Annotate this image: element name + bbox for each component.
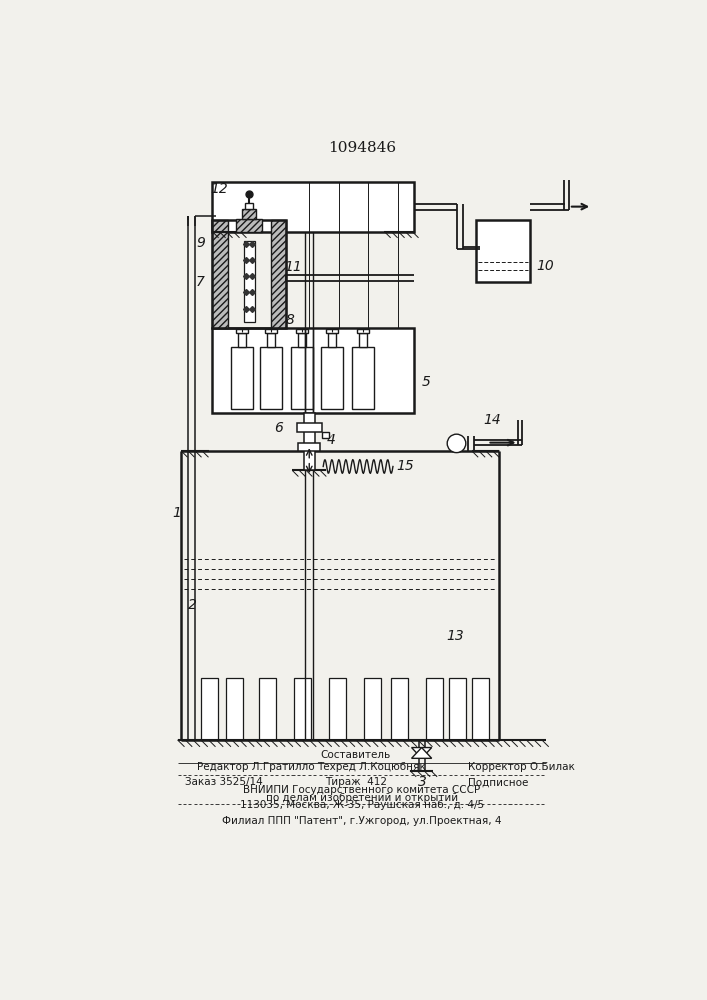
Text: 7: 7 [195,275,204,289]
Bar [321,347,343,409]
Text: 5: 5 [421,375,431,389]
Bar [352,347,373,409]
Text: 13: 13 [446,629,464,643]
Bar [357,329,368,333]
Bar [291,347,313,409]
Bar [236,219,262,232]
Text: Составитель: Составитель [321,750,391,760]
Text: 10: 10 [537,259,554,273]
Bar [326,329,337,333]
Circle shape [448,434,466,453]
Polygon shape [411,748,432,758]
Bar [260,347,282,409]
Text: 14: 14 [484,413,501,427]
Bar [212,182,414,232]
Bar [328,333,336,347]
Bar [212,220,228,328]
Text: 9: 9 [197,236,206,250]
Text: Тираж  412: Тираж 412 [325,777,387,787]
Bar [298,333,306,347]
Text: 4: 4 [327,433,335,447]
Bar [449,678,466,740]
Text: 1: 1 [172,506,181,520]
Bar [472,678,489,740]
Text: 1094846: 1094846 [328,141,396,155]
Bar [298,443,320,451]
Bar [226,678,243,740]
Bar [238,333,246,347]
Bar [304,413,315,470]
Text: 6: 6 [274,421,284,435]
Bar [322,432,329,438]
Bar [212,220,286,328]
Bar [267,333,275,347]
Text: по делам изобретений и открытий: по делам изобретений и открытий [266,793,458,803]
Bar [231,347,252,409]
Text: Заказ 3525/14: Заказ 3525/14 [185,777,263,787]
Polygon shape [411,748,432,758]
Bar [359,333,367,347]
Text: ВНИИПИ Государственного комитета СССР: ВНИИПИ Государственного комитета СССР [243,785,481,795]
Text: 8: 8 [286,313,295,327]
Bar [391,678,408,740]
Bar [476,220,530,282]
Text: 113035, Москва, Ж-35, Раушская наб., д. 4/5: 113035, Москва, Ж-35, Раушская наб., д. … [240,800,484,810]
Bar [296,329,308,333]
Bar [259,678,276,740]
Text: 2: 2 [187,598,197,612]
Text: Редактор Л.Гратилло: Редактор Л.Гратилло [197,762,315,772]
Bar [236,329,247,333]
Bar [293,678,311,740]
Bar [426,678,443,740]
Text: 3: 3 [418,775,426,789]
Bar [201,678,218,740]
Bar [271,220,286,328]
Text: Филиал ППП "Патент", г.Ужгород, ул.Проектная, 4: Филиал ППП "Патент", г.Ужгород, ул.Проек… [222,816,502,826]
Text: Подписное: Подписное [468,777,529,787]
Bar [244,241,255,322]
Bar [297,423,322,432]
Bar [245,203,253,209]
Text: 11: 11 [284,260,302,274]
Bar [329,678,346,740]
Bar [265,329,277,333]
Bar [212,328,414,413]
Text: Корректор О.Билак: Корректор О.Билак [468,762,575,772]
Bar [243,209,256,219]
Text: 12: 12 [211,182,228,196]
Bar [363,678,380,740]
Text: 15: 15 [397,460,414,474]
Text: Техред Л.Коцюбняк: Техред Л.Коцюбняк [317,762,426,772]
